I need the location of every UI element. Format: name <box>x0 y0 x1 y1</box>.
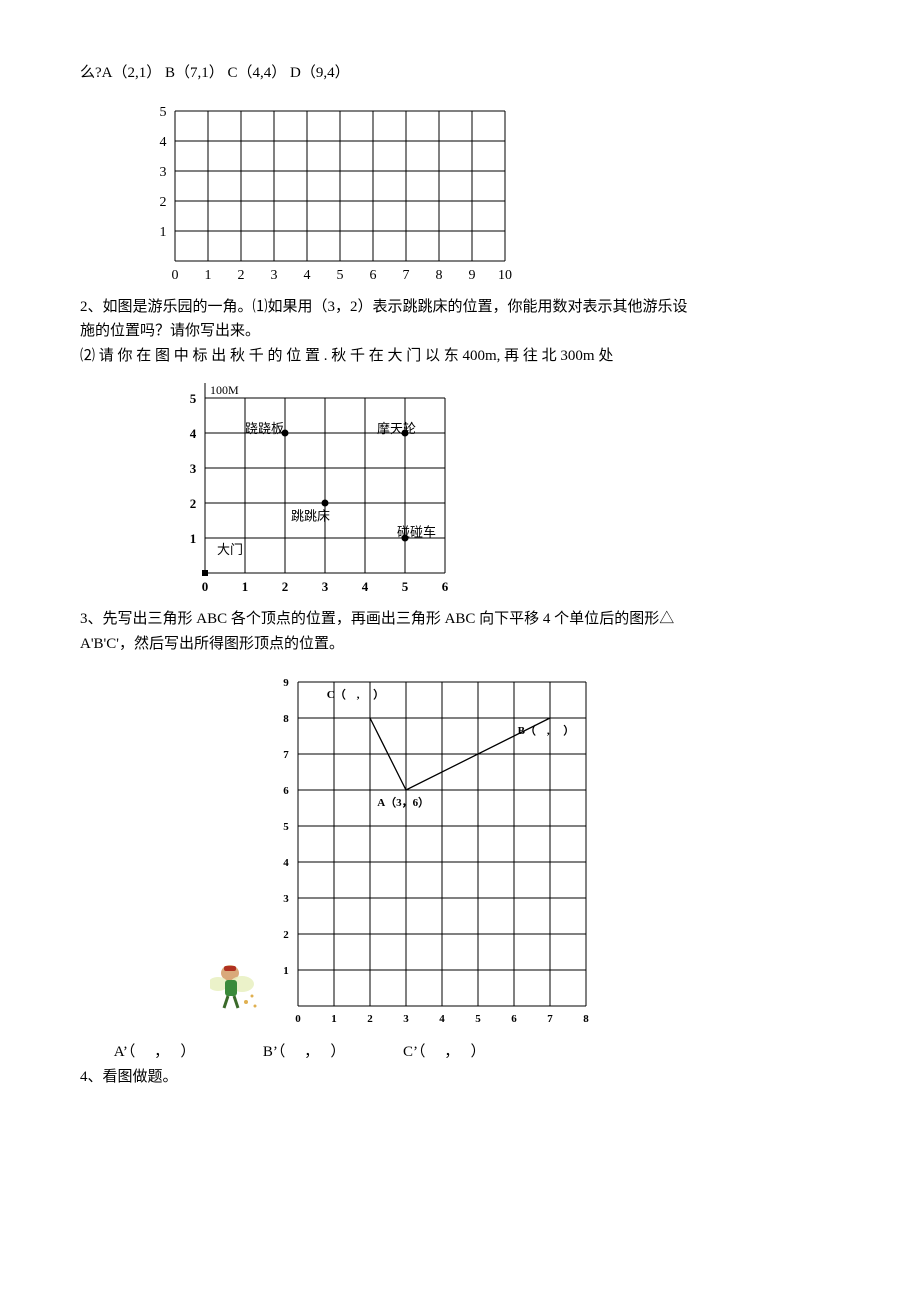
q2-grid-figure: 100M012345612345跷跷板摩天轮跳跳床碰碰车大门 <box>80 373 840 598</box>
svg-text:2: 2 <box>160 195 167 210</box>
svg-text:10: 10 <box>498 268 512 283</box>
svg-text:5: 5 <box>190 391 197 406</box>
svg-text:3: 3 <box>271 268 278 283</box>
q3-fillin-c: C’（ ， ） <box>403 1041 486 1064</box>
q2-line3-text: ⑵ 请 你 在 图 中 标 出 秋 千 的 位 置 . 秋 千 在 大 门 以 … <box>80 348 613 364</box>
svg-text:C（ , ）: C（ , ） <box>327 688 384 701</box>
svg-text:3: 3 <box>190 461 197 476</box>
q1-grid-figure: 0 1 2 3 4 5 6 7 8 9 10 1 2 3 4 5 <box>140 91 840 286</box>
svg-text:6: 6 <box>442 579 449 594</box>
svg-text:2: 2 <box>283 929 289 941</box>
svg-text:5: 5 <box>283 821 289 833</box>
svg-text:8: 8 <box>436 268 443 283</box>
svg-text:100M: 100M <box>210 383 239 397</box>
svg-text:3: 3 <box>283 893 289 905</box>
svg-text:1: 1 <box>331 1013 337 1025</box>
q1-line: 么?A（2,1） B（7,1） C（4,4） D（9,4） <box>80 62 840 85</box>
svg-text:3: 3 <box>322 579 329 594</box>
svg-text:A（3，6）: A（3，6） <box>377 796 429 809</box>
svg-text:4: 4 <box>190 426 197 441</box>
svg-text:5: 5 <box>160 105 167 120</box>
svg-text:6: 6 <box>283 785 289 797</box>
svg-text:1: 1 <box>205 268 212 283</box>
q3-grid-figure: 0 1 2 3 4 5 6 7 8 1 2 3 4 5 6 7 8 9 A（3，6） B（ , ） C（ , ） <box>250 661 650 1031</box>
svg-text:4: 4 <box>362 579 369 594</box>
svg-text:8: 8 <box>283 713 289 725</box>
svg-text:3: 3 <box>403 1013 409 1025</box>
svg-text:7: 7 <box>547 1013 553 1025</box>
svg-text:1: 1 <box>160 225 167 240</box>
svg-text:4: 4 <box>160 135 167 150</box>
svg-text:2: 2 <box>190 496 197 511</box>
q4-line: 4、看图做题。 <box>80 1066 840 1089</box>
q2-line3: ⑵ 请 你 在 图 中 标 出 秋 千 的 位 置 . 秋 千 在 大 门 以 … <box>80 345 840 368</box>
svg-text:跷跷板: 跷跷板 <box>245 421 284 436</box>
svg-text:4: 4 <box>304 268 311 283</box>
svg-text:0: 0 <box>202 579 209 594</box>
svg-text:2: 2 <box>282 579 289 594</box>
q2-line2: 施的位置吗？请你写出来。 <box>80 320 840 343</box>
svg-text:6: 6 <box>370 268 377 283</box>
svg-text:摩天轮: 摩天轮 <box>377 421 416 436</box>
q3-fillin-a: A’（ ， ） <box>114 1041 196 1064</box>
svg-text:4: 4 <box>283 857 289 869</box>
svg-text:0: 0 <box>172 268 179 283</box>
svg-text:9: 9 <box>469 268 476 283</box>
q3-line2: A'B'C'，然后写出所得图形顶点的位置。 <box>80 633 840 656</box>
svg-text:5: 5 <box>402 579 409 594</box>
svg-text:跳跳床: 跳跳床 <box>291 509 330 524</box>
svg-text:5: 5 <box>475 1013 481 1025</box>
q3-fillin-b: B’（ ， ） <box>263 1041 346 1064</box>
svg-text:6: 6 <box>511 1013 517 1025</box>
svg-text:B（ , ）: B（ , ） <box>518 724 575 737</box>
svg-text:5: 5 <box>337 268 344 283</box>
q3-fillin-row: A’（ ， ） B’（ ， ） C’（ ， ） <box>80 1041 840 1064</box>
svg-text:3: 3 <box>160 165 167 180</box>
svg-text:2: 2 <box>367 1013 373 1025</box>
svg-text:4: 4 <box>439 1013 445 1025</box>
svg-text:1: 1 <box>283 965 289 977</box>
q2-line1: 2、如图是游乐园的一角。⑴如果用（3，2）表示跳跳床的位置，你能用数对表示其他游… <box>80 296 840 319</box>
svg-text:1: 1 <box>190 531 197 546</box>
q1-prefix: 么? <box>80 65 102 81</box>
svg-text:0: 0 <box>295 1013 301 1025</box>
svg-text:9: 9 <box>283 677 289 689</box>
svg-text:7: 7 <box>403 268 410 283</box>
q1-grid-svg: 0 1 2 3 4 5 6 7 8 9 10 1 2 3 4 5 <box>140 91 520 286</box>
svg-text:8: 8 <box>583 1013 589 1025</box>
q3-grid-svg: 0 1 2 3 4 5 6 7 8 1 2 3 4 5 6 7 8 9 A（3，6） B（ , ） C（ , ） <box>250 661 610 1031</box>
q3-line1: 3、先写出三角形 ABC 各个顶点的位置，再画出三角形 ABC 向下平移 4 个… <box>80 608 840 631</box>
svg-text:1: 1 <box>242 579 249 594</box>
svg-text:大门: 大门 <box>217 542 243 557</box>
svg-text:7: 7 <box>283 749 289 761</box>
q2-grid-svg: 100M012345612345跷跷板摩天轮跳跳床碰碰车大门 <box>170 373 470 598</box>
svg-text:2: 2 <box>238 268 245 283</box>
q1-options: A（2,1） B（7,1） C（4,4） D（9,4） <box>102 65 350 81</box>
fairy-icon <box>210 958 264 1016</box>
